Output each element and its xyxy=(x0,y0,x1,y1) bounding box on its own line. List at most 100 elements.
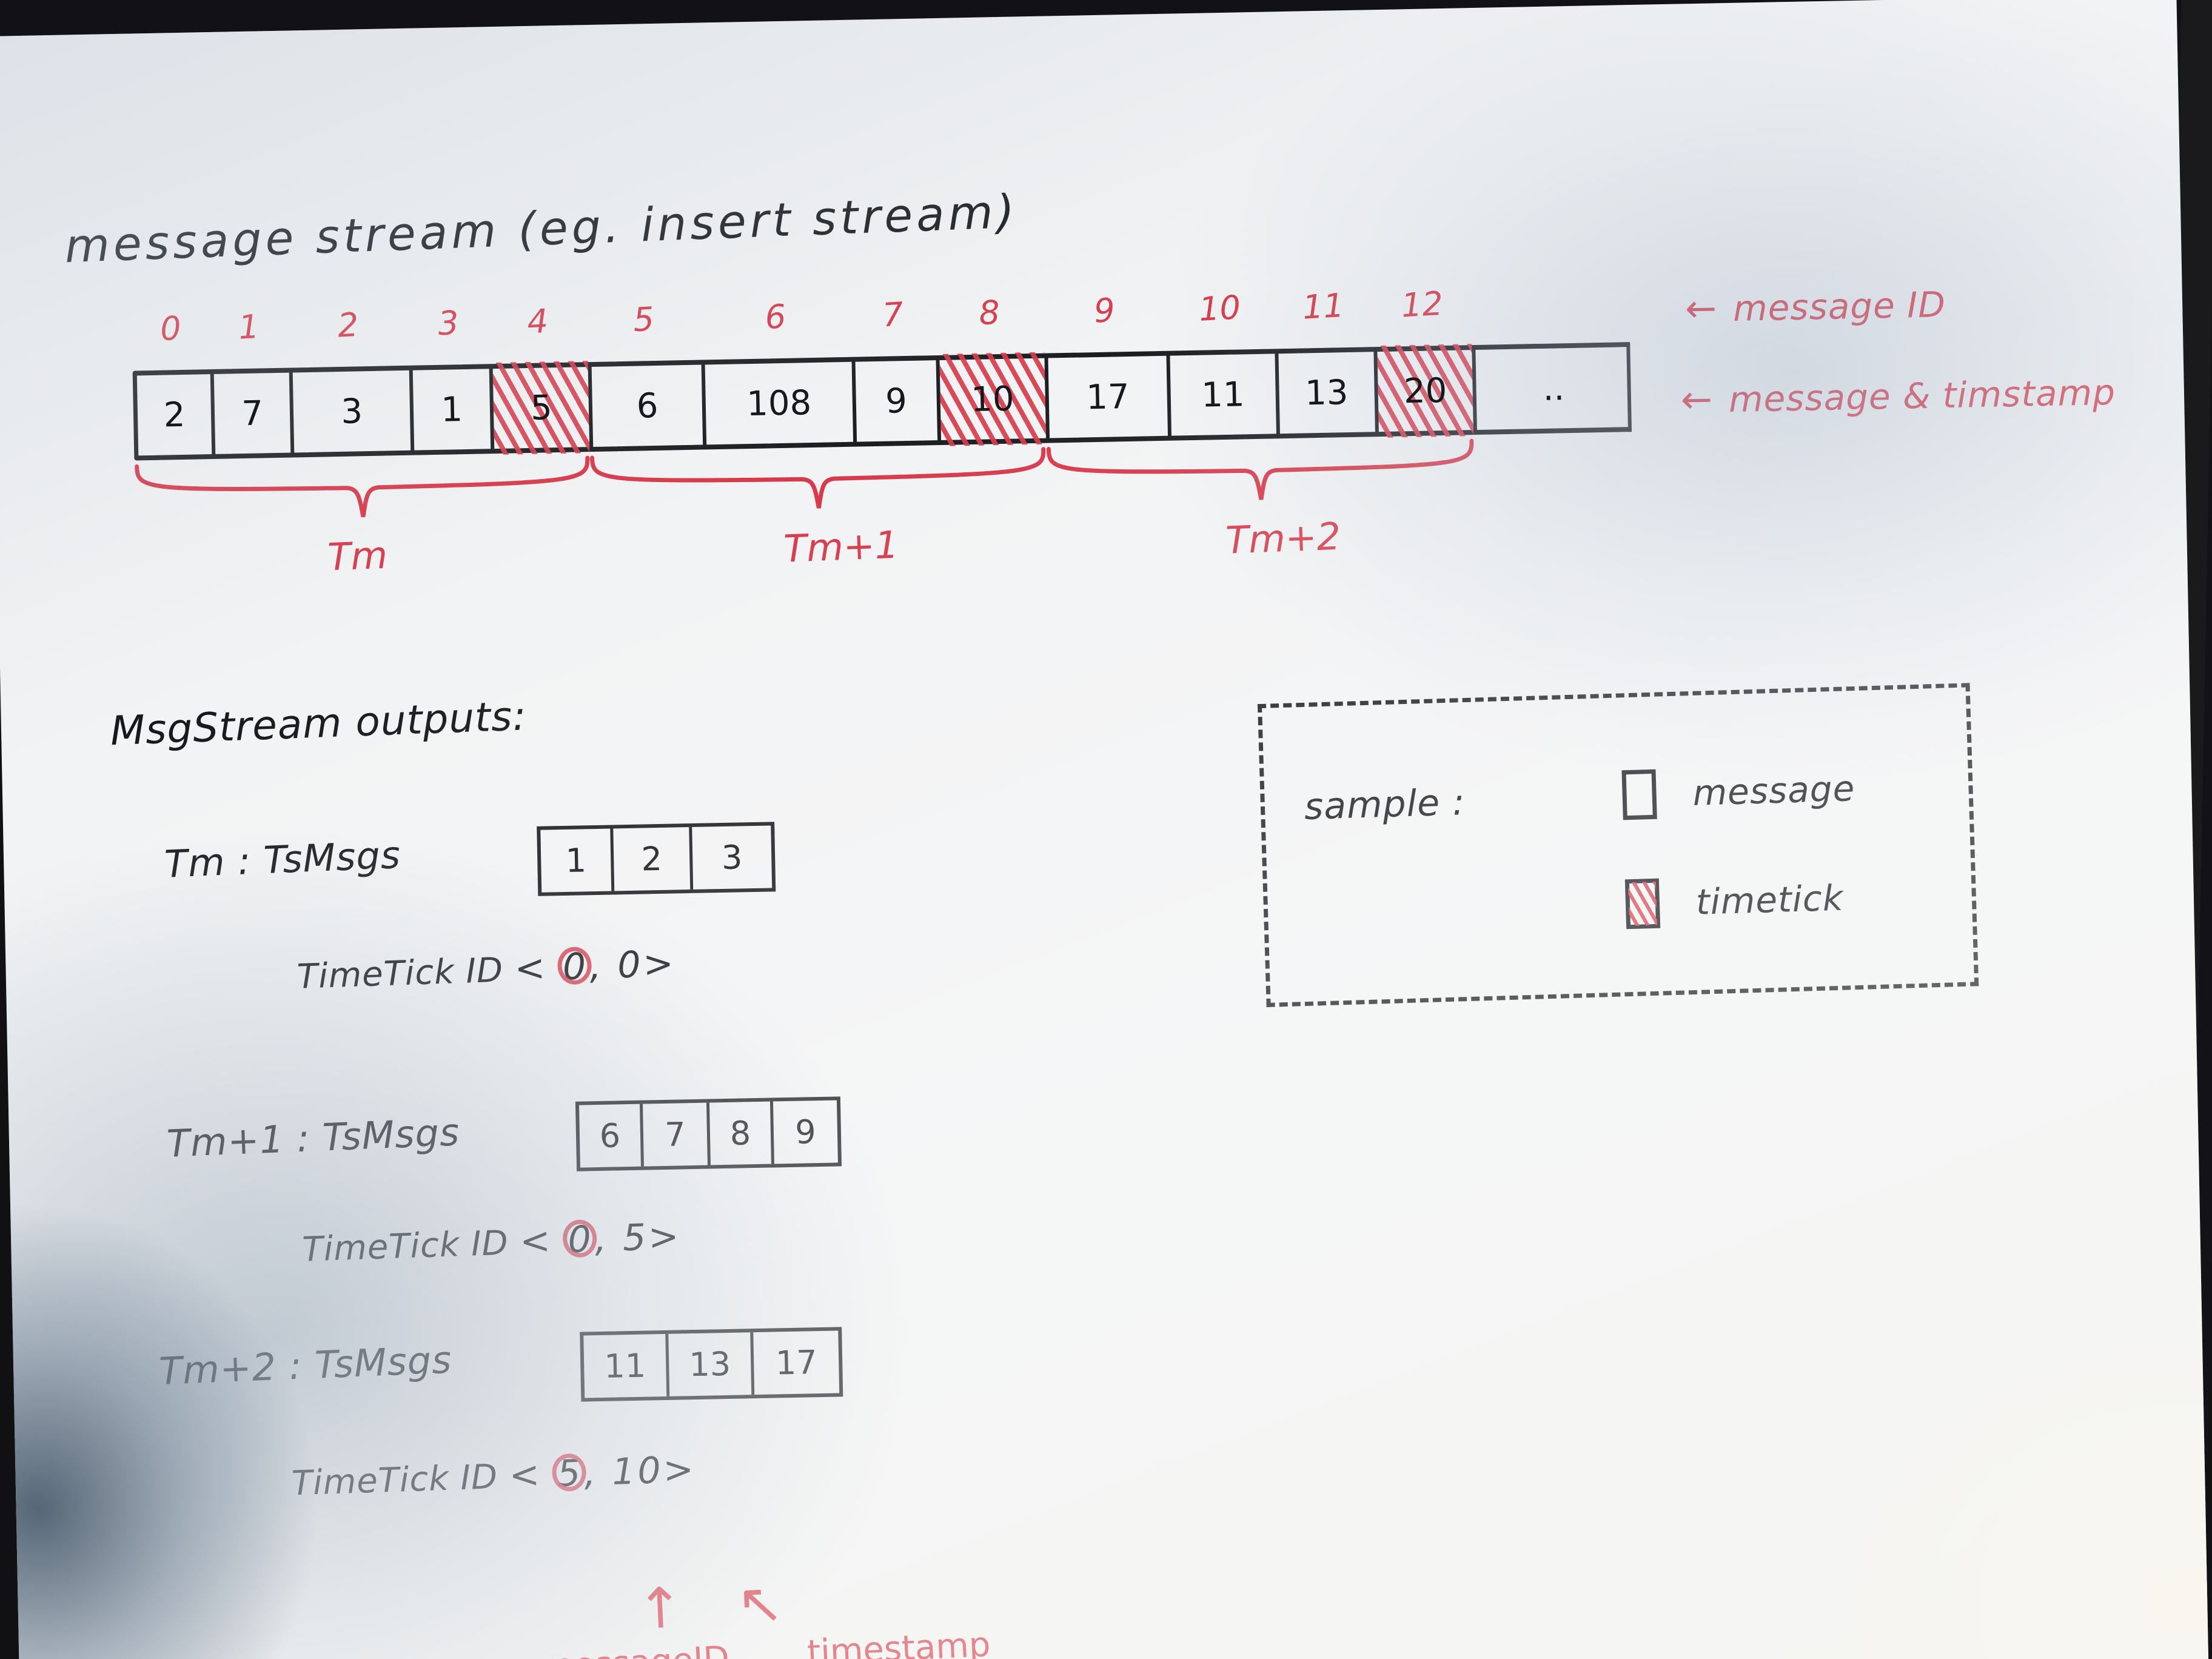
legend-label-message: message xyxy=(1692,768,1856,814)
timetick-space-1 xyxy=(541,1453,557,1496)
timetick-box-icon xyxy=(1624,878,1661,930)
legend-item-timetick: timetick xyxy=(1624,873,1845,930)
output-msg-cell: 17 xyxy=(775,1343,818,1382)
annotation-message-timestamp-text: message & timstamp xyxy=(1728,371,2116,420)
arrow-up-icon: ↑ xyxy=(635,1575,685,1642)
timetick-message-id: 0 xyxy=(561,945,589,989)
stream-cell-message: 6 xyxy=(588,362,703,450)
stream-brace-label: Tm+1 xyxy=(782,522,899,571)
stream-index-label: 3 xyxy=(437,303,460,343)
output-msg-cell: 2 xyxy=(613,826,694,891)
stream-cell-message: 1 xyxy=(409,366,491,453)
stream-brace-label: Tm xyxy=(326,532,388,580)
stream-cell-timetick: 5 xyxy=(489,361,590,455)
timetick-space-2 xyxy=(597,1451,612,1494)
output-row-label: Tm+2 : TsMsgs xyxy=(158,1337,453,1394)
output-timetick-line: TimeTick ID < 0, 0> xyxy=(297,942,677,997)
output-timetick-line: TimeTick ID < 0, 5> xyxy=(301,1215,682,1270)
output-timetick-line: TimeTick ID < 5, 10> xyxy=(291,1448,697,1504)
output-msg-cell: 13 xyxy=(668,1332,755,1396)
timetick-timestamp: 10 xyxy=(611,1449,664,1493)
stream-brace xyxy=(1046,438,1474,500)
stream-cell-value: 10 xyxy=(970,379,1015,420)
timetick-space-1 xyxy=(552,1219,567,1262)
timetick-space-2 xyxy=(608,1217,623,1260)
stream-cell-value: 1 xyxy=(440,389,463,430)
output-msg-cell: 8 xyxy=(709,1101,774,1165)
stream-index-label: 0 xyxy=(159,309,183,349)
stream-cell-value: 6 xyxy=(636,386,659,426)
stream-cell-value: 108 xyxy=(746,383,812,424)
timetick-close-bracket: > xyxy=(647,1215,682,1259)
stream-cell-message: 17 xyxy=(1044,353,1168,441)
page-title: message stream (eg. insert stream) xyxy=(64,184,1019,273)
stream-cell-value: 9 xyxy=(885,381,908,421)
stream-index-label: 2 xyxy=(337,305,360,345)
message-box-icon xyxy=(1621,769,1657,820)
stream-cell-message: 13 xyxy=(1275,349,1375,437)
stream-cell-value: 13 xyxy=(1304,372,1349,413)
legend-item-message: message xyxy=(1621,763,1855,820)
timetick-comma: , xyxy=(588,945,605,988)
timetick-message-id: 5 xyxy=(556,1452,584,1495)
stream-cell-value: 17 xyxy=(1085,377,1130,417)
stream-index-label: 6 xyxy=(764,297,787,337)
stream-index-label: 7 xyxy=(881,295,905,335)
stream-index-label: 12 xyxy=(1399,284,1444,325)
legend-label-timetick: timetick xyxy=(1695,877,1845,923)
output-msg-cell: 9 xyxy=(794,1113,817,1151)
timetick-label: TimeTick ID xyxy=(296,950,515,997)
output-msg-cell: 1 xyxy=(540,828,615,893)
stream-index-label: 5 xyxy=(632,300,655,340)
timetick-timestamp: 0 xyxy=(617,943,644,987)
stream-brace-label: Tm+2 xyxy=(1224,514,1341,563)
arrow-diagonal-icon: ↖ xyxy=(735,1570,785,1637)
stream-cell-message: 2 xyxy=(132,372,212,458)
timetick-comma: , xyxy=(583,1451,599,1495)
timetick-value: < 0, 5> xyxy=(519,1215,682,1263)
stream-cell-value: 7 xyxy=(241,393,264,434)
annotation-message-id: ← message ID xyxy=(1684,284,1946,330)
output-msg-cell: 7 xyxy=(642,1102,711,1167)
stream-brace xyxy=(590,447,1046,509)
timetick-close-bracket: > xyxy=(662,1448,697,1492)
stream-cell-timetick: 10 xyxy=(936,352,1046,446)
timetick-timestamp: 5 xyxy=(622,1216,649,1260)
stream-index-label: 4 xyxy=(526,301,549,341)
stream-cell-value: 3 xyxy=(340,391,363,432)
output-msg-cell: 3 xyxy=(721,838,743,877)
timetick-close-bracket: > xyxy=(642,942,677,986)
timetick-comma: , xyxy=(594,1218,610,1261)
stream-brace xyxy=(135,455,590,517)
output-row-label: Tm : TsMsgs xyxy=(163,833,402,886)
timetick-open-bracket: < xyxy=(508,1453,543,1497)
output-row-label: Tm+1 : TsMsgs xyxy=(166,1110,461,1166)
stream-index-label: 8 xyxy=(977,293,1001,333)
legend-box: sample : message timetick xyxy=(1257,683,1979,1007)
stream-cell-value: 11 xyxy=(1201,374,1245,415)
timetick-space-2 xyxy=(603,944,618,987)
timetick-value: < 0, 0> xyxy=(514,942,677,990)
stream-cell-value: .. xyxy=(1542,368,1565,409)
timetick-message-id: 0 xyxy=(567,1218,594,1262)
legend-title: sample : xyxy=(1303,781,1466,828)
stream-cell-message: 108 xyxy=(701,359,853,447)
stream-cell-value: 2 xyxy=(163,395,186,435)
stream-index-label: 11 xyxy=(1301,286,1346,327)
output-msg-cell: 6 xyxy=(579,1104,644,1168)
stream-cell-message: 7 xyxy=(210,370,291,457)
stream-cell-value: 20 xyxy=(1403,370,1447,411)
output-msg-cell: 11 xyxy=(583,1333,670,1398)
annotation-message-timestamp: ← message & timstamp xyxy=(1680,371,2116,422)
stream-cell-message: 11 xyxy=(1165,351,1276,438)
stream-cell-message: 3 xyxy=(289,367,411,455)
stream-cell-message: 9 xyxy=(851,358,937,444)
timetick-label: TimeTick ID xyxy=(290,1456,510,1504)
timetick-label: TimeTick ID xyxy=(301,1222,521,1270)
left-arrow-icon-2: ← xyxy=(1680,377,1714,422)
